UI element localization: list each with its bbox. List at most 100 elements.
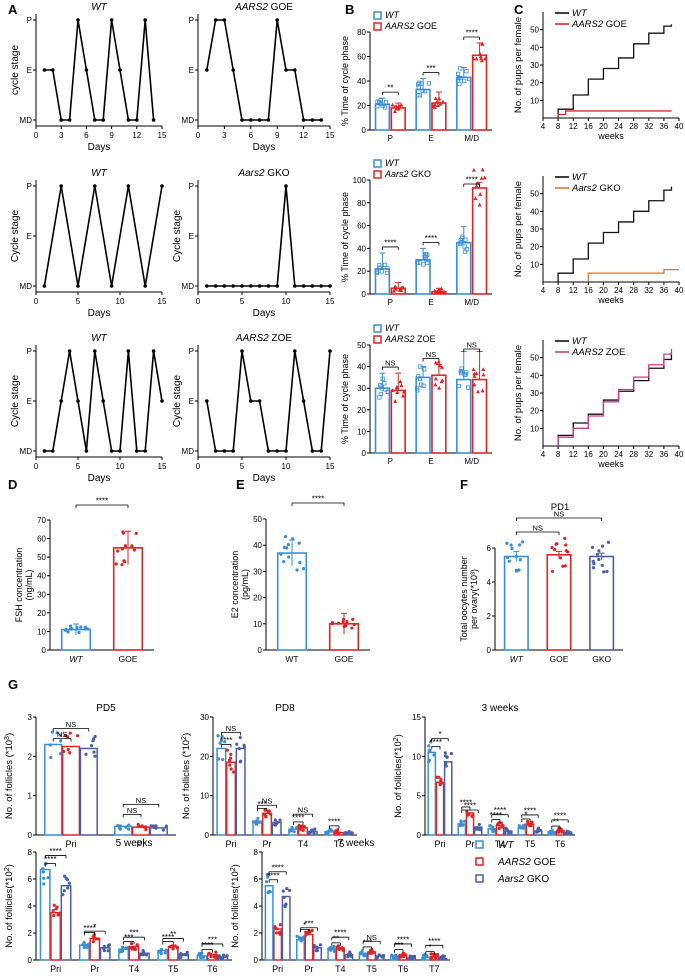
y-tick-label: E	[27, 232, 32, 241]
data-point	[390, 102, 395, 107]
x-tick-label: WT	[69, 654, 83, 664]
x-tick-label: Pr	[263, 839, 272, 849]
x-tick-label: 32	[644, 286, 653, 295]
y-axis-label: No. of follicles (*103)	[4, 733, 16, 819]
data-point	[164, 948, 168, 952]
data-point	[289, 829, 294, 833]
y-axis-label-end: )	[181, 733, 192, 736]
data-point	[377, 395, 382, 400]
bar	[281, 895, 291, 961]
data-point	[217, 954, 221, 958]
y-tick-label: 20	[530, 243, 539, 252]
cycle-point	[249, 284, 253, 288]
bar	[589, 555, 615, 651]
y-tick-label: 0	[205, 831, 210, 840]
y-tick-label: E	[189, 397, 194, 406]
data-point	[398, 955, 403, 959]
legend-rest: GOE	[415, 21, 438, 31]
legend-label: Aars2 GKO	[571, 183, 621, 194]
data-point	[591, 566, 596, 570]
data-point	[517, 568, 521, 572]
y-tick-label: 0	[362, 290, 367, 299]
data-point	[460, 234, 465, 239]
legend-label: AARS2 GOE	[571, 19, 627, 30]
data-point	[459, 820, 463, 824]
data-point	[499, 821, 503, 825]
cycle-point	[42, 284, 47, 288]
data-point	[332, 949, 336, 953]
data-point	[437, 363, 442, 368]
data-point	[129, 941, 134, 946]
y-tick-label: 60	[37, 535, 46, 544]
y-tick-label: 10	[200, 792, 209, 801]
data-point	[297, 541, 301, 545]
x-tick-label: 9	[275, 131, 280, 140]
step-line-wt	[557, 352, 673, 446]
sig-label: ****	[384, 238, 396, 247]
data-point	[341, 620, 345, 624]
y-tick-label: 8	[28, 848, 33, 857]
y-tick-label: 20	[200, 752, 209, 761]
data-point	[70, 627, 74, 631]
data-point	[124, 825, 128, 829]
data-point	[471, 167, 476, 172]
cycle-point	[319, 284, 324, 288]
sig-label: NS	[532, 524, 542, 533]
y-tick-label: 10	[37, 627, 46, 636]
data-point	[62, 889, 66, 893]
data-point	[432, 102, 437, 107]
y-tick-label: P	[27, 182, 32, 191]
chart-title: AARS2 GOE	[234, 2, 293, 13]
data-point	[480, 388, 485, 393]
bar	[114, 825, 133, 836]
y-axis-label: No. of follicles(*102)	[393, 734, 405, 818]
data-point	[318, 943, 323, 947]
x-tick-label: Pr	[90, 964, 99, 974]
data-point	[514, 554, 518, 558]
x-tick-label: 36	[659, 450, 668, 459]
y-tick-label: MD	[20, 116, 33, 125]
y-tick-label: 0	[362, 126, 367, 135]
data-point	[79, 625, 83, 629]
data-point	[566, 830, 570, 834]
panel-letter-E: E	[236, 477, 245, 492]
bar	[435, 781, 445, 836]
cycle-point	[143, 449, 147, 453]
data-point	[51, 908, 55, 913]
bar	[546, 553, 572, 651]
x-tick-label: T4	[129, 964, 140, 974]
data-point	[383, 100, 389, 105]
data-point	[558, 556, 563, 560]
data-point	[433, 376, 438, 381]
sig-label: ****	[83, 924, 95, 933]
x-tick-label: 15	[326, 462, 335, 471]
sig-label: ****	[271, 863, 283, 872]
sig-label: ****	[430, 738, 442, 747]
data-point	[382, 262, 388, 267]
data-point	[214, 950, 218, 954]
y-axis-label-exp: 2	[230, 867, 237, 871]
sig-label: ***	[304, 919, 313, 928]
cycle-point	[143, 284, 147, 288]
data-point	[152, 824, 156, 828]
sig-label: ****	[328, 817, 340, 826]
data-point	[427, 748, 431, 752]
legend-swatch	[373, 22, 382, 31]
cycle-point	[266, 449, 271, 453]
x-tick-label: E	[428, 298, 433, 307]
data-point	[67, 881, 71, 885]
data-point	[350, 626, 354, 630]
x-tick-label: 9	[109, 131, 114, 140]
legend-italic: WT	[572, 8, 588, 19]
x-axis-label: Days	[253, 308, 276, 319]
y-axis-label-main: No. of follicles (*10	[4, 740, 15, 819]
data-point	[349, 954, 353, 958]
data-point	[134, 531, 138, 536]
legend-rest: GKO	[409, 169, 432, 179]
x-tick-label: T4	[335, 964, 346, 974]
x-tick-label: 0	[196, 131, 201, 140]
legend-label: WT	[498, 840, 514, 851]
sig-label: NS	[554, 510, 564, 519]
y-axis-label-main: No. of follicles(*10	[393, 741, 404, 818]
data-point	[304, 933, 308, 937]
